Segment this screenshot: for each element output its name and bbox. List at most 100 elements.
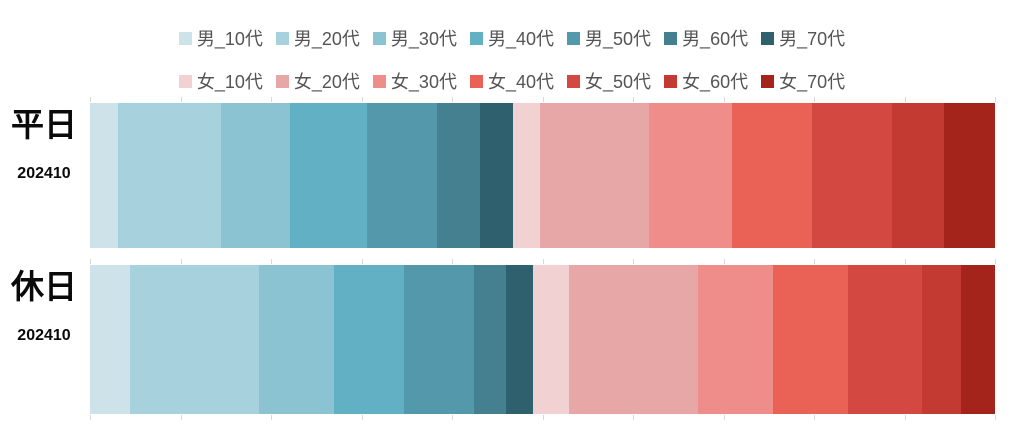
bar-weekday [90,103,995,248]
axis-tick [723,97,725,102]
row-subtitle-holiday: 202410 [17,327,71,344]
axis-tick [90,97,91,102]
legend-item-female-10s[interactable]: 女_10代 [178,68,263,94]
axis-tick [904,259,906,264]
legend-item-male-50s[interactable]: 男_50代 [567,25,651,51]
legend-item-female-60s[interactable]: 女_60代 [664,68,748,94]
bar-segment-holiday-female-30s [698,265,774,414]
bar-segment-holiday-male-40s [334,265,405,414]
bar-segment-holiday-female-20s [568,265,699,414]
legend-swatch-icon [178,31,192,45]
legend-label: 男_40代 [487,29,555,49]
legend-item-male-30s[interactable]: 男_30代 [372,25,457,51]
axis-tick [542,415,544,420]
legend-label: 女_10代 [196,72,263,92]
axis-tick [452,415,453,420]
bar-segment-holiday-female-40s [773,265,849,414]
legend-item-male-40s[interactable]: 男_40代 [469,25,555,51]
legend-item-female-50s[interactable]: 女_50代 [567,68,651,94]
bar-segment-weekday-male-20s [118,103,222,248]
axis-tick [452,97,453,102]
legend-label: 男_30代 [390,29,457,49]
axis-tick [995,97,996,102]
bar-segment-weekday-male-70s [480,103,513,248]
bar-segment-weekday-female-40s [731,103,813,248]
bar-segment-weekday-male-60s [436,103,481,248]
legend-item-male-10s[interactable]: 男_10代 [178,25,263,51]
legend-row-female: 女_10代 女_20代 女_30代 女_40代 女_50代 女_60代 女_70代 [178,68,845,94]
legend-item-female-40s[interactable]: 女_40代 [469,68,555,94]
legend-label: 男_10代 [196,29,263,49]
axis-tick [90,259,91,264]
axis-tick [995,259,996,264]
axis-tick [814,415,815,420]
bar-segment-holiday-female-10s [533,265,569,414]
legend-item-female-20s[interactable]: 女_20代 [275,68,360,94]
axis-tick [361,97,363,102]
bar-segment-weekday-female-70s [944,103,995,248]
legend-label: 女_60代 [682,72,749,92]
bar-segment-holiday-male-20s [129,265,260,414]
bar-segment-holiday-male-10s [90,265,130,414]
axis-tick [542,97,544,102]
row-label-weekday: 平日 202410 [0,108,88,183]
bar-segment-holiday-female-60s [921,265,961,414]
legend-swatch-icon [372,31,386,45]
axis-tick [361,415,363,420]
legend-label: 男_20代 [293,29,360,49]
axis-tick [180,415,182,420]
legend-item-female-70s[interactable]: 女_70代 [761,68,845,94]
legend-label: 男_50代 [585,29,652,49]
legend-label: 男_70代 [779,29,846,49]
axis-tick [361,259,363,264]
axis-tick [814,97,815,102]
row-title-weekday: 平日 [11,106,77,143]
axis-tick [180,259,182,264]
legend-swatch-icon [664,74,678,88]
bar-segment-weekday-female-50s [812,103,892,248]
legend-swatch-icon [178,74,192,88]
legend-item-female-30s[interactable]: 女_30代 [372,68,457,94]
axis-tick [90,415,91,420]
axis-tick [271,259,272,264]
legend-swatch-icon [275,31,289,45]
axis-tick [271,97,272,102]
bar-segment-holiday-male-60s [473,265,507,414]
bar-segment-holiday-female-70s [960,265,995,414]
axis-tick [633,259,634,264]
legend-label: 女_70代 [779,72,846,92]
bar-segment-holiday-male-70s [506,265,534,414]
axis-tick [723,259,725,264]
legend-swatch-icon [275,74,289,88]
bar-segment-weekday-female-20s [539,103,650,248]
legend-item-male-70s[interactable]: 男_70代 [761,25,845,51]
axis-tick [904,415,906,420]
legend-label: 女_40代 [487,72,555,92]
bar-segment-weekday-female-30s [649,103,732,248]
row-title-holiday: 休日 [11,268,77,305]
bar-holiday [90,265,995,414]
bar-segment-weekday-female-10s [512,103,540,248]
legend-row-male: 男_10代 男_20代 男_30代 男_40代 男_50代 男_60代 男_70代 [178,25,845,51]
axis-tick [995,415,996,420]
axis-tick [633,97,634,102]
legend: 男_10代 男_20代 男_30代 男_40代 男_50代 男_60代 男_70代 女_10… [0,25,1024,94]
legend-label: 女_50代 [585,72,652,92]
axis-tick [542,259,544,264]
row-subtitle-weekday: 202410 [17,165,71,182]
bar-segment-holiday-female-50s [848,265,922,414]
legend-swatch-icon [567,31,581,45]
legend-swatch-icon [567,74,581,88]
axis-tick [723,415,725,420]
legend-swatch-icon [469,31,483,45]
legend-swatch-icon [469,74,483,88]
legend-swatch-icon [664,31,678,45]
axis-tick [271,415,272,420]
legend-label: 女_30代 [390,72,457,92]
axis-tick [904,97,906,102]
legend-item-male-20s[interactable]: 男_20代 [275,25,360,51]
legend-item-male-60s[interactable]: 男_60代 [664,25,748,51]
legend-swatch-icon [761,74,775,88]
legend-label: 男_60代 [682,29,749,49]
